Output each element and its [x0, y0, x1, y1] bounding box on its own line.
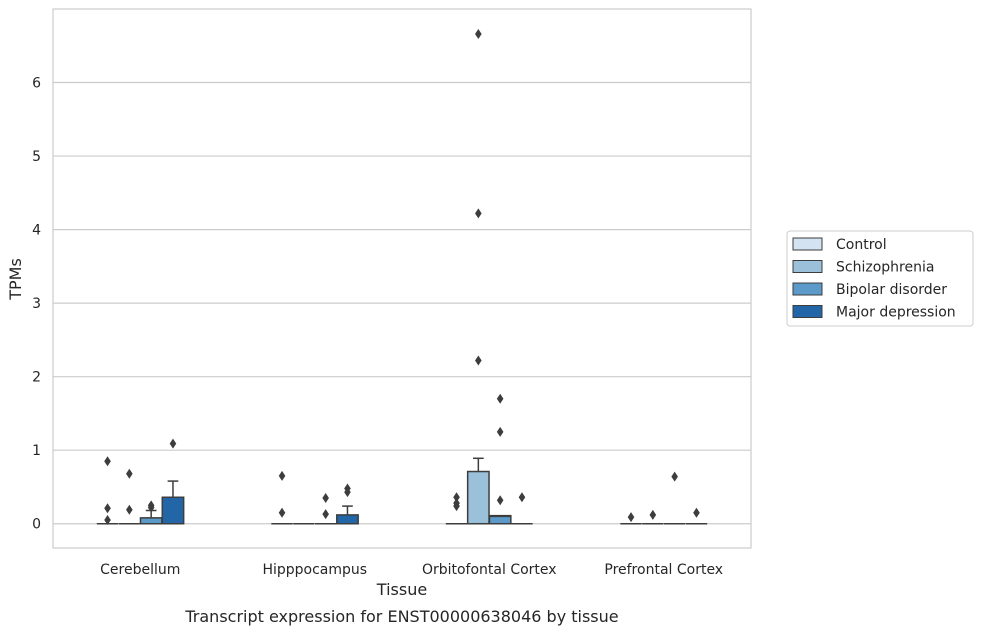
outlier-point — [278, 470, 286, 481]
x-tick-labels: Cerebellum Hipppocampus Orbitofontal Corte… — [100, 562, 723, 578]
outliers — [104, 29, 700, 526]
x-tick-label: Prefrontal Cortex — [604, 562, 723, 578]
legend: Control Schizophrenia Bipolar disorder Majo… — [786, 230, 974, 327]
outlier-point — [496, 393, 504, 404]
chart-caption: Transcript expression for ENST0000063804… — [184, 607, 618, 626]
outlier-point — [104, 515, 111, 526]
box-3-2 — [466, 457, 490, 525]
y-axis-label: TPMs — [6, 258, 25, 301]
outlier-point — [453, 492, 460, 503]
legend-swatch — [792, 305, 823, 318]
x-tick-label: Hipppocampus — [262, 562, 367, 578]
plot-frame — [52, 8, 752, 549]
y-tick-label: 0 — [32, 517, 41, 533]
outlier-point — [496, 495, 504, 506]
outlier-point — [104, 456, 111, 467]
boxes — [96, 457, 708, 525]
box-2-4 — [336, 505, 359, 525]
outlier-point — [278, 507, 286, 518]
outlier-point — [322, 509, 329, 520]
box-body — [139, 517, 163, 525]
y-tick-label: 1 — [32, 443, 41, 459]
outlier-point — [169, 438, 177, 449]
outlier-point — [126, 504, 133, 515]
y-tick-label: 5 — [32, 149, 41, 165]
outlier-point — [518, 492, 526, 503]
y-tick-labels: 0 1 2 3 4 5 6 — [32, 76, 41, 533]
grid-lines — [53, 81, 751, 525]
box-body — [161, 496, 185, 525]
y-tick-label: 3 — [32, 296, 41, 312]
x-axis-label: Tissue — [376, 580, 427, 599]
x-tick-label: Cerebellum — [100, 562, 180, 578]
legend-label: Major depression — [836, 305, 956, 321]
outlier-point — [322, 492, 329, 503]
y-tick-label: 6 — [32, 76, 41, 92]
box-body — [466, 470, 490, 525]
outlier-point — [453, 501, 460, 512]
outlier-point — [126, 468, 133, 479]
legend-swatch — [792, 237, 823, 251]
outlier-point — [627, 512, 635, 523]
outlier-point — [147, 502, 155, 513]
box-1-4 — [161, 480, 185, 525]
outlier-point — [671, 471, 678, 482]
outlier-point — [104, 503, 111, 514]
outlier-point — [693, 507, 700, 518]
legend-label: Control — [836, 237, 887, 253]
y-tick-label: 4 — [32, 223, 41, 239]
legend-swatch — [792, 282, 823, 296]
legend-label: Bipolar disorder — [836, 282, 947, 298]
x-tick-label: Orbitofontal Cortex — [422, 562, 557, 578]
box-body — [336, 514, 359, 525]
outlier-point — [649, 509, 657, 520]
outlier-point — [496, 426, 504, 437]
legend-frame — [786, 230, 974, 327]
legend-swatch — [792, 260, 823, 273]
outlier-point — [475, 355, 482, 366]
outlier-point — [344, 487, 351, 498]
legend-label: Schizophrenia — [836, 260, 934, 276]
box-3-3 — [488, 514, 512, 525]
outlier-point — [475, 29, 482, 40]
outlier-point — [475, 208, 482, 219]
y-tick-label: 2 — [32, 370, 41, 386]
